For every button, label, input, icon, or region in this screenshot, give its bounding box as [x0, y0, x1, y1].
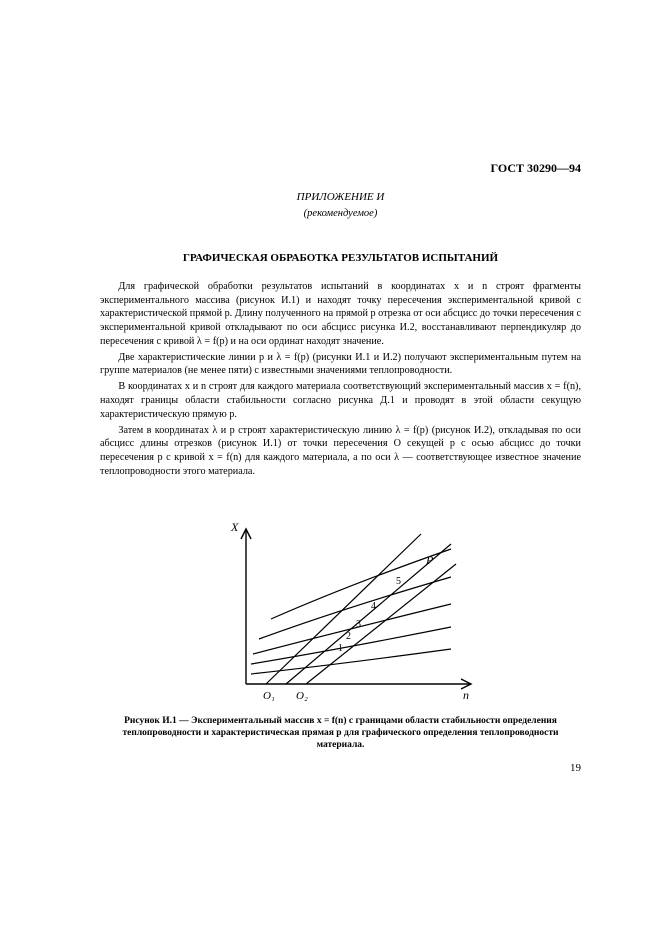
- origin-2-label: O₂: [296, 690, 308, 702]
- curve-label-4: 4: [371, 601, 376, 612]
- appendix-title: ПРИЛОЖЕНИЕ И: [100, 190, 581, 205]
- x-axis-label: n: [463, 688, 469, 702]
- figure-svg: 1 2 3 4 5 X n O₁ O₂ P: [191, 509, 491, 709]
- figure: 1 2 3 4 5 X n O₁ O₂ P Рисунок И.1 — Эксп…: [100, 509, 581, 752]
- figure-caption: Рисунок И.1 — Экспериментальный массив x…: [100, 715, 581, 752]
- line-p-label: P: [425, 553, 434, 567]
- paragraph: Две характеристические линии p и λ = f(p…: [100, 351, 581, 379]
- paragraph: В координатах x и n строят для каждого м…: [100, 380, 581, 421]
- y-axis-label: X: [230, 520, 239, 534]
- page: ГОСТ 30290—94 ПРИЛОЖЕНИЕ И (рекомендуемо…: [0, 0, 661, 936]
- curve-label-3: 3: [356, 619, 361, 630]
- main-title: ГРАФИЧЕСКАЯ ОБРАБОТКА РЕЗУЛЬТАТОВ ИСПЫТА…: [100, 251, 581, 266]
- document-id: ГОСТ 30290—94: [491, 160, 582, 176]
- origin-1-label: O₁: [263, 690, 275, 702]
- paragraph: Для графической обработки результатов ис…: [100, 280, 581, 349]
- appendix-subtitle: (рекомендуемое): [100, 207, 581, 221]
- paragraph: Затем в координатах λ и p строят характе…: [100, 424, 581, 479]
- page-number: 19: [570, 761, 581, 776]
- curve-label-5: 5: [396, 576, 401, 587]
- curve-label-2: 2: [346, 631, 351, 642]
- curve-label-1: 1: [338, 643, 343, 654]
